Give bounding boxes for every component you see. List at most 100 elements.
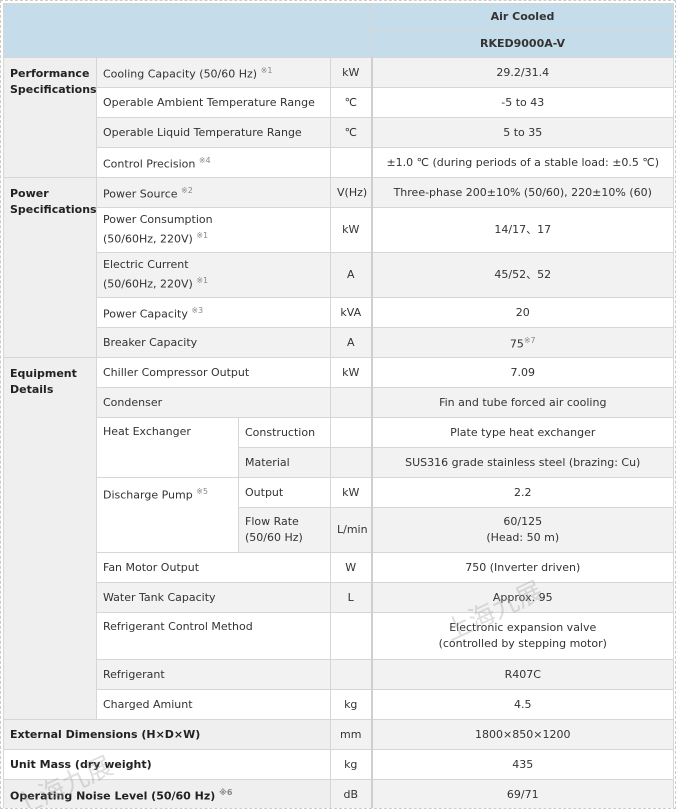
row-sublabel: Material	[238, 447, 331, 478]
table-row: Equipment Details Chiller Compressor Out…	[3, 357, 674, 720]
row-unit: kVA	[330, 297, 372, 328]
row-unit: kg	[330, 749, 372, 780]
header-blank	[3, 3, 372, 58]
row-sublabel: Flow Rate (50/60 Hz)	[238, 507, 331, 553]
row-label: Chiller Compressor Output	[96, 357, 331, 388]
row-unit	[330, 659, 372, 690]
row-unit: kW	[330, 207, 372, 253]
table-row: Refrigerant Control Method Electronic ex…	[4, 612, 674, 660]
row-value: 14/17、17	[370, 207, 674, 253]
table-row: Operable Liquid Temperature Range ℃ 5 to…	[4, 117, 674, 148]
row-label: Cooling Capacity (50/60 Hz) ※1	[96, 57, 331, 88]
row-value: 750 (Inverter driven)	[370, 552, 674, 583]
row-value: 60/125 (Head: 50 m)	[370, 507, 674, 553]
table-row: Discharge Pump ※5 Output kW 2.2	[4, 477, 674, 553]
spec-table: Air Cooled RKED9000A-V Performance Speci…	[3, 3, 674, 808]
row-label: Charged Amiunt	[96, 689, 331, 720]
row-value: Three-phase 200±10% (50/60), 220±10% (60…	[370, 177, 674, 208]
row-label: Unit Mass (dry weight)	[3, 749, 331, 780]
row-unit: mm	[330, 719, 372, 750]
row-unit: ℃	[330, 117, 372, 148]
row-label: Operable Liquid Temperature Range	[96, 117, 331, 148]
row-value: 69/71	[370, 779, 674, 808]
header-row-model: RKED9000A-V	[4, 30, 674, 58]
table-row: Control Precision ※4 ±1.0 ℃ (during peri…	[4, 147, 674, 178]
table-row: Unit Mass (dry weight) kg 435	[3, 749, 674, 780]
header-row-type: Air Cooled	[3, 3, 674, 58]
row-sublabel: Output	[238, 477, 331, 508]
row-label: Water Tank Capacity	[96, 582, 331, 613]
table-row: Water Tank Capacity L Approx. 95	[4, 582, 674, 613]
row-label: Condenser	[96, 387, 331, 418]
row-label: Operating Noise Level (50/60 Hz) ※6	[3, 779, 331, 808]
row-unit: W	[330, 552, 372, 583]
row-value: Approx. 95	[370, 582, 674, 613]
table-row: Power Consumption (50/60Hz, 220V) ※1 kW 1…	[4, 207, 674, 253]
row-label: Refrigerant	[96, 659, 331, 690]
row-value: Fin and tube forced air cooling	[370, 387, 674, 418]
row-value: SUS316 grade stainless steel (brazing: C…	[370, 447, 674, 478]
row-unit: L	[330, 582, 372, 613]
row-value: 29.2/31.4	[370, 57, 674, 88]
table-row: Charged Amiunt kg 4.5	[4, 689, 674, 720]
row-label: Electric Current (50/60Hz, 220V) ※1	[96, 252, 331, 298]
header-model: RKED9000A-V	[371, 30, 674, 58]
row-label: Breaker Capacity	[96, 327, 331, 358]
row-label: External Dimensions (H×D×W)	[3, 719, 331, 750]
row-value: 7.09	[370, 357, 674, 388]
row-unit	[330, 387, 372, 418]
row-unit: kg	[330, 689, 372, 720]
row-label: Power Capacity ※3	[96, 297, 331, 328]
table-row: Condenser Fin and tube forced air coolin…	[4, 387, 674, 418]
row-unit	[330, 447, 372, 478]
row-label: Heat Exchanger	[96, 417, 239, 478]
row-label: Refrigerant Control Method	[96, 612, 331, 660]
row-value: 75※7	[370, 327, 674, 358]
row-unit: kW	[330, 477, 372, 508]
row-unit	[330, 417, 372, 448]
row-unit: A	[330, 252, 372, 298]
row-unit: A	[330, 327, 372, 358]
row-value: 5 to 35	[370, 117, 674, 148]
row-value: 4.5	[370, 689, 674, 720]
row-label: Control Precision ※4	[96, 147, 331, 178]
table-row: Operating Noise Level (50/60 Hz) ※6 dB 6…	[3, 779, 674, 808]
row-label: Power Source ※2	[96, 177, 331, 208]
table-row: Fan Motor Output W 750 (Inverter driven)	[4, 552, 674, 583]
table-row: Power Specifications Power Source ※2 V(H…	[3, 177, 674, 358]
row-label: Operable Ambient Temperature Range	[96, 87, 331, 118]
row-unit: dB	[330, 779, 372, 808]
row-value: Electronic expansion valve (controlled by…	[370, 612, 674, 660]
row-label: Discharge Pump ※5	[96, 477, 239, 553]
table-row: Refrigerant R407C	[4, 659, 674, 690]
table-row: Power Capacity ※3 kVA 20	[4, 297, 674, 328]
header-type: Air Cooled	[371, 3, 674, 31]
table-row: Performance Specifications Cooling Capac…	[3, 57, 674, 178]
row-unit: V(Hz)	[330, 177, 372, 208]
table-row: Flow Rate (50/60 Hz) L/min 60/125 (Head: 5…	[4, 507, 674, 553]
row-value: 1800×850×1200	[370, 719, 674, 750]
table-row: Operable Ambient Temperature Range ℃ -5 …	[4, 87, 674, 118]
row-label: Fan Motor Output	[96, 552, 331, 583]
row-value: 435	[370, 749, 674, 780]
table-row: Heat Exchanger Construction Plate type h…	[4, 417, 674, 478]
row-unit: ℃	[330, 87, 372, 118]
row-value: -5 to 43	[370, 87, 674, 118]
group-power: Power Specifications	[3, 177, 97, 358]
row-value: Plate type heat exchanger	[370, 417, 674, 448]
row-unit	[330, 147, 372, 178]
table-row: Breaker Capacity A 75※7	[4, 327, 674, 358]
row-value: 2.2	[370, 477, 674, 508]
row-value: R407C	[370, 659, 674, 690]
row-value: 45/52、52	[370, 252, 674, 298]
row-unit: kW	[330, 57, 372, 88]
table-row: Electric Current (50/60Hz, 220V) ※1 A 45/…	[4, 252, 674, 298]
row-label: Power Consumption (50/60Hz, 220V) ※1	[96, 207, 331, 253]
row-unit	[330, 612, 372, 660]
row-unit: L/min	[330, 507, 372, 553]
table-row: External Dimensions (H×D×W) mm 1800×850×…	[3, 719, 674, 750]
row-sublabel: Construction	[238, 417, 331, 448]
row-value: ±1.0 ℃ (during periods of a stable load:…	[370, 147, 674, 178]
group-performance: Performance Specifications	[3, 57, 97, 178]
